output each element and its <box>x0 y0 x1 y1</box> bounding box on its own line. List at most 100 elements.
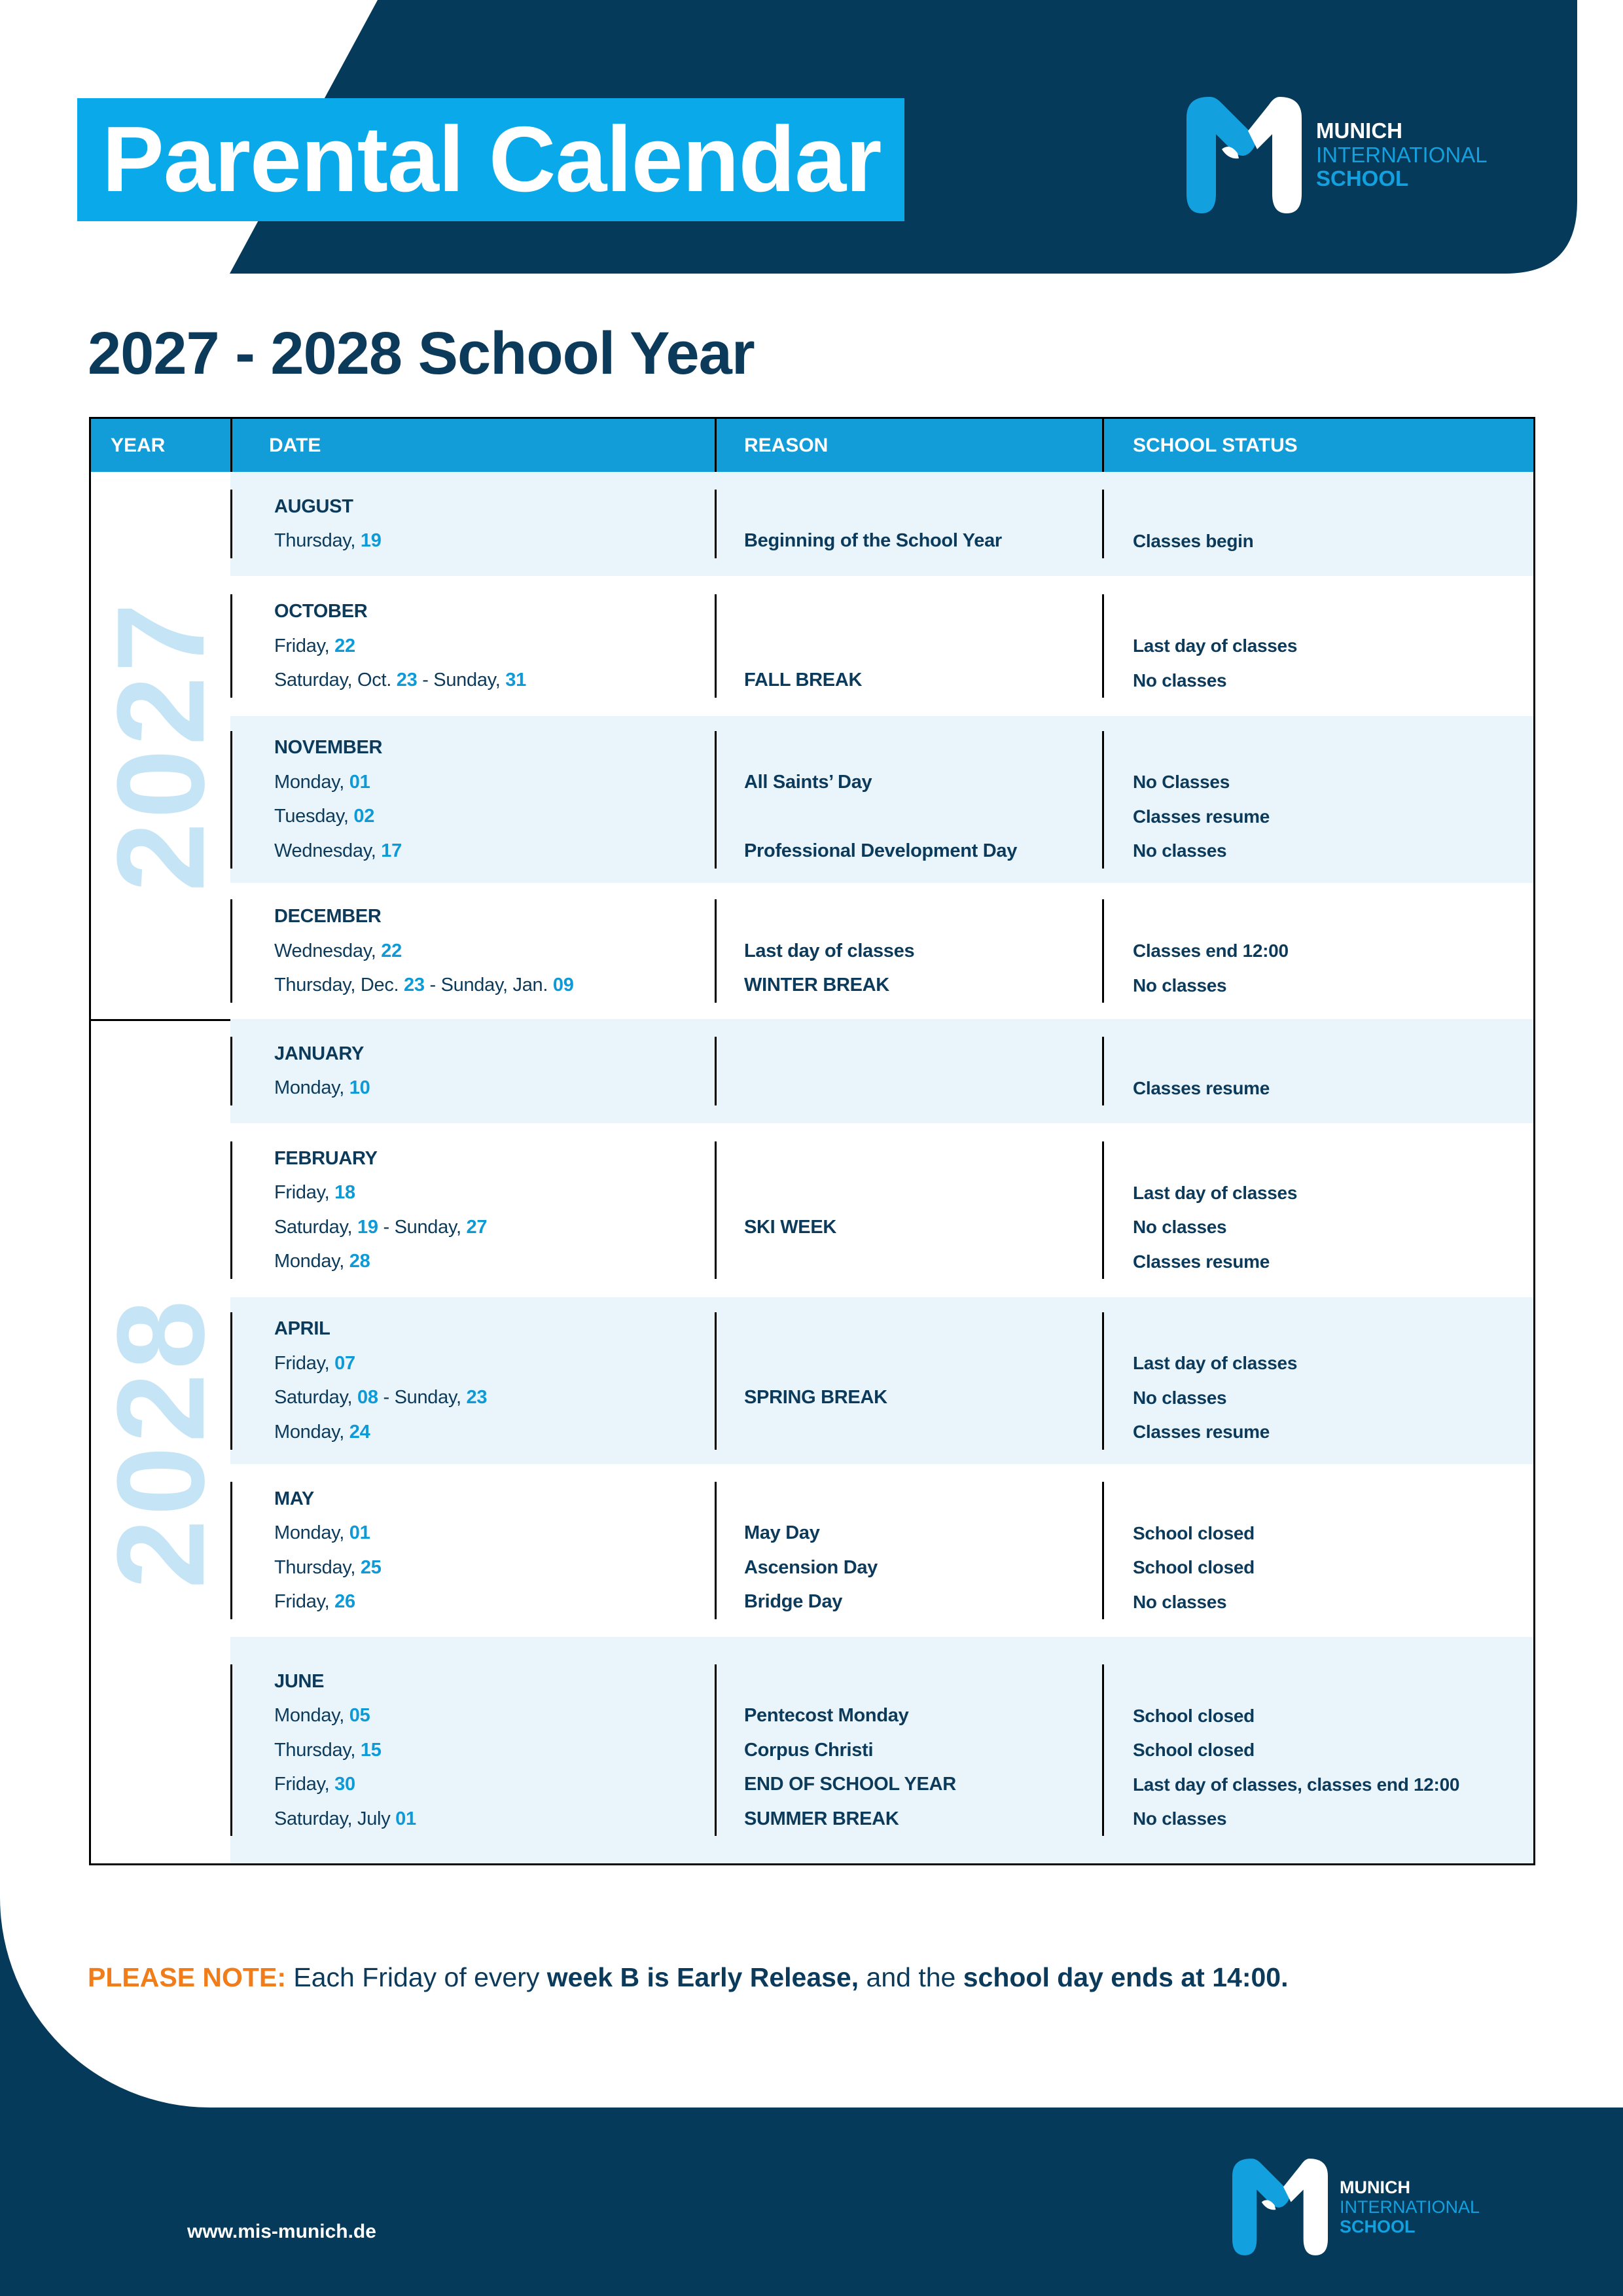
reason-cell: SKI WEEK <box>715 1210 1102 1245</box>
year-label: 2028 <box>91 1296 230 1588</box>
date-cell: Wednesday, 17 <box>230 834 715 869</box>
status-cell <box>1102 490 1533 524</box>
column-header-reason: REASON <box>715 419 1102 472</box>
entry-line: Thursday, 19 Beginning of the School Year… <box>230 524 1533 558</box>
date-cell: MAY <box>230 1482 715 1516</box>
note-text: and the <box>859 1962 963 1992</box>
date-cell: Thursday, 15 <box>230 1732 715 1768</box>
month-label: NOVEMBER <box>274 737 383 759</box>
date-cell: Monday, 05 <box>230 1698 715 1733</box>
footer-logo: MUNICH INTERNATIONAL SCHOOL <box>1232 2159 1480 2255</box>
date-text: Monday, <box>274 1077 349 1099</box>
page-title-banner: Parental Calendar <box>77 98 904 221</box>
table-header: YEAR DATE REASON SCHOOL STATUS <box>91 419 1533 472</box>
year-block-2028: 2028 <box>91 1019 230 1863</box>
day-number: 02 <box>353 806 375 827</box>
reason-cell: May Day <box>715 1516 1102 1551</box>
table-row-june: JUNE Monday, 05 Pentecost Monday School clo… <box>230 1637 1533 1863</box>
date-text: Saturday, July <box>274 1808 396 1829</box>
status-cell <box>1102 1141 1533 1176</box>
month-label: JUNE <box>274 1670 325 1692</box>
status-cell: Classes resume <box>1102 1415 1533 1450</box>
reason-cell: SUMMER BREAK <box>715 1801 1102 1837</box>
month-label: APRIL <box>274 1318 330 1340</box>
reason-cell: Bridge Day <box>715 1585 1102 1619</box>
status-cell: School closed <box>1102 1551 1533 1585</box>
date-text: Monday, <box>274 771 349 793</box>
column-header-year: YEAR <box>111 434 166 456</box>
date-text: Friday, <box>274 1352 335 1374</box>
reason-cell <box>715 1482 1102 1516</box>
day-number: 19 <box>357 1216 378 1238</box>
status-cell: No classes <box>1102 1210 1533 1245</box>
reason-cell: Professional Development Day <box>715 834 1102 869</box>
status-cell <box>1102 1312 1533 1346</box>
table-row-november: NOVEMBER Monday, 01 All Saints’ Day No Clas… <box>230 716 1533 883</box>
month-label: MAY <box>274 1488 314 1509</box>
year-label: 2027 <box>91 599 230 892</box>
status-cell: No classes <box>1102 1801 1533 1837</box>
date-cell: Thursday, Dec. 23 - Sunday, Jan. 09 <box>230 968 715 1003</box>
status-cell: Last day of classes <box>1102 1346 1533 1381</box>
date-cell: FEBRUARY <box>230 1141 715 1176</box>
day-number: 05 <box>349 1705 370 1726</box>
note-bold: week B is Early Release, <box>546 1962 859 1992</box>
reason-cell: Corpus Christi <box>715 1732 1102 1768</box>
year-column: 2027 2028 <box>91 472 230 1863</box>
date-cell: Thursday, 25 <box>230 1551 715 1585</box>
day-number: 23 <box>404 975 425 996</box>
status-cell: No classes <box>1102 1380 1533 1415</box>
date-cell: Monday, 01 <box>230 1516 715 1551</box>
month-label: AUGUST <box>274 495 353 517</box>
entry-line: Friday, 30 END OF SCHOOL YEAR Last day of … <box>230 1767 1533 1802</box>
date-text: Saturday, Oct. <box>274 670 397 691</box>
date-cell: APRIL <box>230 1312 715 1346</box>
month-line: MAY <box>230 1482 1533 1516</box>
date-text: Monday, <box>274 1705 349 1726</box>
day-number: 07 <box>334 1352 355 1374</box>
status-cell: Classes end 12:00 <box>1102 933 1533 969</box>
month-label: OCTOBER <box>274 601 368 622</box>
please-note: PLEASE NOTE: Each Friday of every week B… <box>88 1962 1288 1993</box>
entry-line: Thursday, Dec. 23 - Sunday, Jan. 09 WINTE… <box>230 968 1533 1003</box>
date-text: Thursday, <box>274 1556 361 1578</box>
reason-cell: WINTER BREAK <box>715 968 1102 1003</box>
status-cell <box>1102 730 1533 765</box>
day-number: 26 <box>334 1591 355 1613</box>
day-number: 24 <box>349 1421 370 1443</box>
logo-text-munich: MUNICH <box>1340 2177 1410 2197</box>
entry-line: Saturday, July 01 SUMMER BREAK No classes <box>230 1801 1533 1837</box>
day-number: 18 <box>334 1182 355 1204</box>
reason-cell <box>715 1141 1102 1176</box>
date-cell: Friday, 18 <box>230 1175 715 1210</box>
month-line: JANUARY <box>230 1037 1533 1071</box>
date-cell: DECEMBER <box>230 899 715 934</box>
date-text: Wednesday, <box>274 840 382 861</box>
month-line: NOVEMBER <box>230 730 1533 765</box>
status-cell: Last day of classes <box>1102 628 1533 664</box>
day-number: 08 <box>357 1387 378 1408</box>
day-number: 28 <box>349 1251 370 1272</box>
day-number: 01 <box>349 1522 370 1544</box>
reason-cell <box>715 1664 1102 1699</box>
reason-cell <box>715 490 1102 524</box>
date-text: Monday, <box>274 1251 349 1272</box>
date-cell: AUGUST <box>230 490 715 524</box>
reason-cell <box>715 899 1102 934</box>
reason-cell <box>715 1175 1102 1210</box>
entry-line: Wednesday, 22 Last day of classes Classes … <box>230 933 1533 969</box>
reason-cell: Last day of classes <box>715 933 1102 969</box>
status-cell: Classes resume <box>1102 1071 1533 1105</box>
column-header-status: SCHOOL STATUS <box>1102 419 1533 472</box>
date-text: Friday, <box>274 635 335 656</box>
status-cell <box>1102 594 1533 629</box>
status-cell: Last day of classes, classes end 12:00 <box>1102 1767 1533 1802</box>
month-line: JUNE <box>230 1664 1533 1699</box>
entry-line: Monday, 24 Classes resume <box>230 1415 1533 1450</box>
reason-cell <box>715 628 1102 664</box>
reason-cell <box>715 1244 1102 1279</box>
date-text: Friday, <box>274 1591 335 1613</box>
website-link[interactable]: www.mis-munich.de <box>187 2221 376 2242</box>
status-cell: No Classes <box>1102 765 1533 800</box>
logo-text-school: SCHOOL <box>1340 2217 1416 2237</box>
